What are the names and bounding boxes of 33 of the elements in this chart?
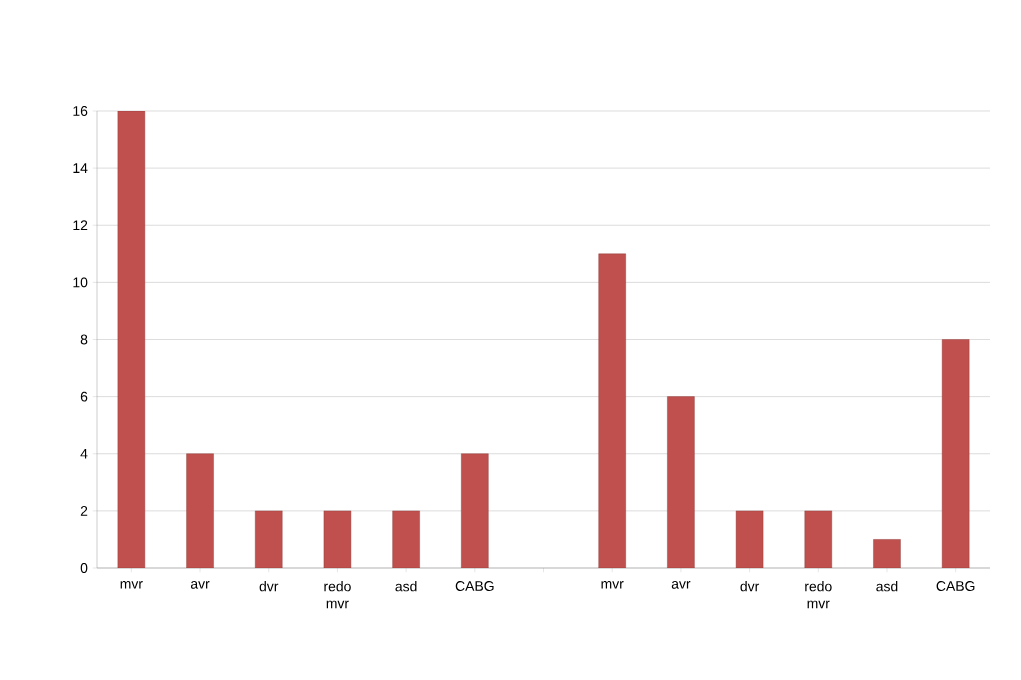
y-tick-label: 10 (73, 277, 88, 288)
bar (255, 510, 283, 568)
x-tick-label: redo mvr (324, 581, 351, 609)
y-tick-label: 8 (80, 334, 88, 345)
bar (667, 396, 695, 568)
x-tick-label: asd (395, 581, 417, 592)
y-tick-label: 12 (73, 220, 88, 231)
bar (873, 539, 901, 568)
y-tick-label: 2 (80, 505, 88, 516)
x-tick-label: asd (876, 581, 898, 592)
x-tick-label: CABG (455, 581, 494, 591)
y-tick-label: 0 (80, 563, 88, 573)
x-tick-label: CABG (936, 581, 975, 591)
bar (186, 453, 214, 568)
x-tick-label: mvr (120, 581, 143, 589)
x-tick-label: dvr (740, 581, 760, 592)
x-tick-label: dvr (259, 581, 279, 592)
bar (392, 510, 420, 568)
y-tick-label: 16 (73, 106, 88, 116)
x-tick-label: avr (190, 581, 210, 589)
bar (461, 453, 489, 568)
bar (735, 510, 764, 568)
bar (598, 253, 626, 568)
x-tick-label: redo mvr (805, 581, 832, 609)
y-tick-label: 6 (80, 391, 88, 402)
y-tick-label: 14 (73, 163, 88, 173)
bar (323, 510, 352, 568)
bar (804, 510, 832, 568)
y-tick-label: 4 (80, 448, 88, 459)
bar (117, 110, 146, 568)
x-tick-label: avr (671, 581, 691, 589)
x-tick-label: mvr (601, 581, 624, 589)
bar (941, 339, 970, 568)
